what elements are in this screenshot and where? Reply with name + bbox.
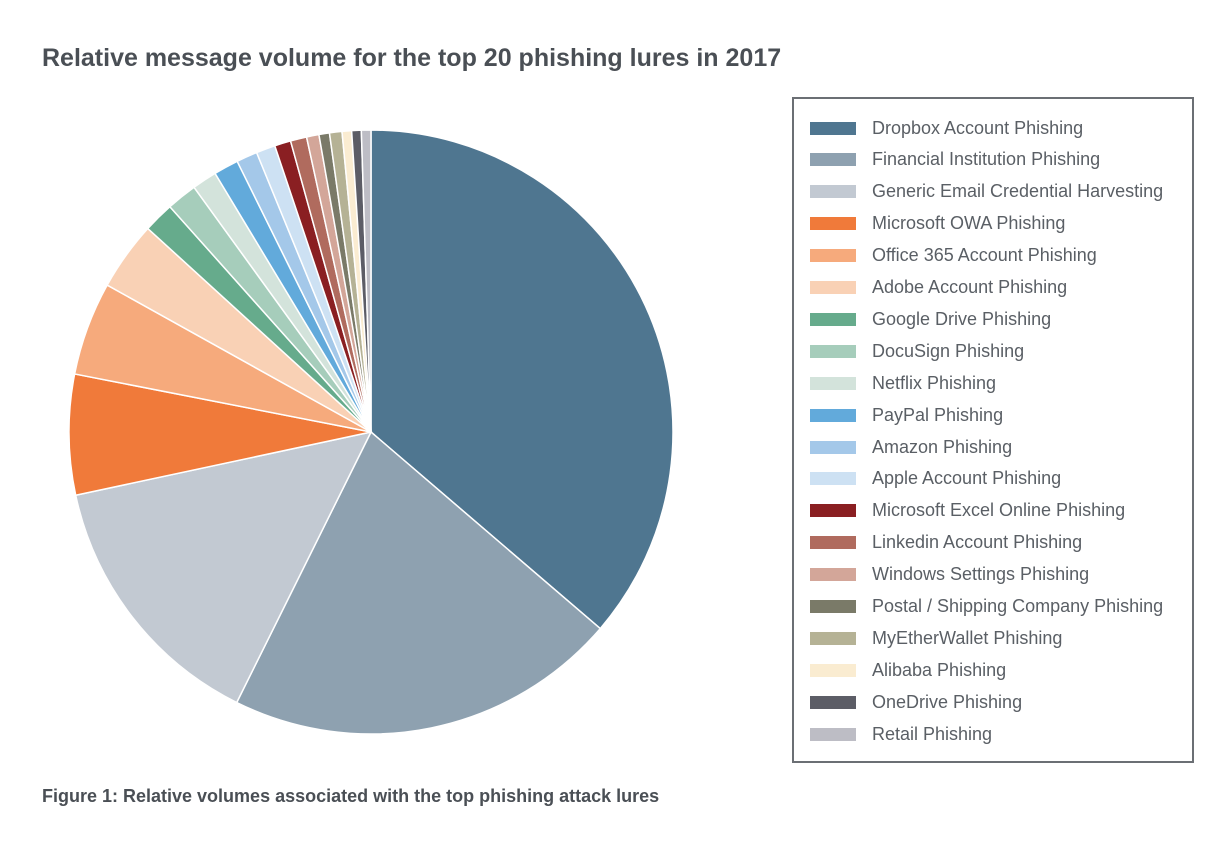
chart-title: Relative message volume for the top 20 p… (42, 44, 782, 72)
legend-label: Microsoft Excel Online Phishing (872, 500, 1126, 521)
pie-slice-financial-institution-phishing (235, 430, 602, 735)
legend-swatch (810, 249, 856, 263)
legend-item: Alibaba Phishing (810, 658, 1006, 682)
legend-label: Alibaba Phishing (872, 659, 1007, 680)
legend-swatch (810, 344, 856, 358)
legend-swatch (810, 727, 856, 741)
legend-item: Postal / Shipping Company Phishing (810, 595, 1163, 619)
legend-item: Microsoft OWA Phishing (810, 212, 1065, 236)
pie-slices (68, 129, 674, 735)
legend-swatch (810, 695, 856, 709)
legend-item: MyEtherWallet Phishing (810, 626, 1062, 650)
legend-item: Linkedin Account Phishing (810, 531, 1082, 555)
figure-caption: Figure 1: Relative volumes associated wi… (42, 786, 660, 806)
legend-item: Financial Institution Phishing (810, 148, 1100, 172)
legend-label: Microsoft OWA Phishing (872, 213, 1066, 234)
legend-item: PayPal Phishing (810, 403, 1003, 427)
legend-label: Netflix Phishing (872, 372, 997, 393)
legend-item: Office 365 Account Phishing (810, 244, 1097, 268)
legend-swatch (810, 568, 856, 582)
pie-slice-generic-email-credential-harvesting (74, 430, 373, 704)
legend-swatch (810, 281, 856, 294)
legend-label: Linkedin Account Phishing (872, 532, 1083, 553)
legend-item: DocuSign Phishing (810, 339, 1024, 363)
legend-label: Generic Email Credential Harvesting (872, 181, 1164, 202)
legend-item: Dropbox Account Phishing (810, 116, 1083, 140)
legend-swatch (810, 440, 856, 454)
legend-label: Google Drive Phishing (872, 308, 1052, 329)
pie-slice-dropbox-account-phishing (370, 129, 674, 630)
pie-slice-microsoft-owa-phishing (68, 373, 372, 497)
legend-label: Dropbox Account Phishing (872, 117, 1084, 138)
pie-slice-retail-phishing (360, 129, 372, 433)
legend-item: Windows Settings Phishing (810, 563, 1089, 587)
legend-swatch (810, 631, 856, 645)
legend-swatch (810, 408, 856, 422)
legend-item: Apple Account Phishing (810, 467, 1061, 491)
legend-label: MyEtherWallet Phishing (872, 627, 1063, 648)
legend-item: Retail Phishing (810, 722, 992, 746)
legend-item: Microsoft Excel Online Phishing (810, 499, 1125, 523)
legend-item: Generic Email Credential Harvesting (810, 180, 1163, 204)
legend-label: PayPal Phishing (872, 404, 1004, 425)
legend-swatch (810, 185, 856, 199)
legend-swatch (810, 536, 856, 550)
legend-item: Amazon Phishing (810, 435, 1012, 459)
legend-swatch (810, 312, 856, 326)
legend-label: OneDrive Phishing (872, 691, 1023, 712)
legend-label: Financial Institution Phishing (872, 149, 1101, 170)
legend: Dropbox Account Phishing Financial Instit… (792, 97, 1194, 763)
legend-item: OneDrive Phishing (810, 690, 1022, 714)
legend-swatch (810, 217, 856, 231)
legend-label: Amazon Phishing (872, 436, 1013, 457)
legend-swatch (810, 504, 856, 518)
legend-swatch (810, 153, 856, 167)
legend-label: Office 365 Account Phishing (872, 245, 1097, 266)
legend-label: DocuSign Phishing (872, 340, 1025, 361)
legend-swatch (810, 376, 856, 390)
legend-label: Windows Settings Phishing (872, 564, 1090, 585)
legend-swatch (810, 663, 856, 677)
legend-label: Adobe Account Phishing (872, 277, 1068, 297)
legend-label: Retail Phishing (872, 723, 993, 744)
legend-label: Apple Account Phishing (872, 468, 1062, 489)
legend-item: Adobe Account Phishing (810, 276, 1067, 300)
legend-swatch (810, 472, 856, 486)
legend-item: Netflix Phishing (810, 371, 996, 395)
legend-label: Postal / Shipping Company Phishing (872, 596, 1164, 616)
legend-swatch (810, 121, 856, 135)
legend-swatch (810, 600, 856, 613)
legend-item: Google Drive Phishing (810, 307, 1051, 331)
